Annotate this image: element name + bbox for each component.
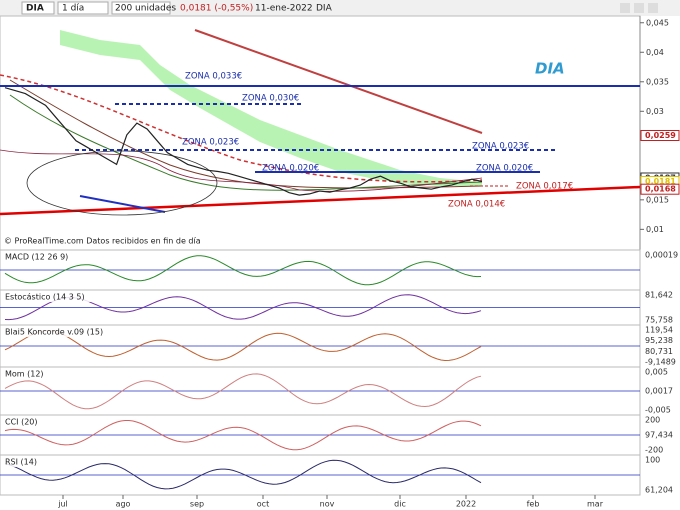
price-layer: 0,0450,040,0350,030,0150,010,02590,01870… — [4, 18, 680, 234]
chikou — [0, 149, 483, 192]
panel-value-label: -0,005 — [645, 406, 671, 415]
sma-120 — [9, 79, 483, 189]
price-tag-label: 0,0168 — [645, 185, 676, 194]
quote-symbol: DIA — [316, 4, 333, 14]
panel-label-box — [2, 252, 77, 262]
chart-title: DIA — [535, 60, 565, 78]
zone-label: ZONA 0,023€ — [182, 138, 239, 148]
panel-value-label: 119,54 — [645, 326, 673, 335]
copyright: © ProRealTime.com Datos recibidos en fin… — [4, 237, 201, 246]
x-tick-label: nov — [320, 500, 335, 509]
panel-value-label: 80,731 — [645, 347, 673, 356]
x-tick-label: jul — [57, 500, 68, 509]
panel-label: Estocástico (14 3 5) — [5, 293, 85, 302]
y-tick-label: 0,03 — [646, 107, 664, 116]
minimize[interactable] — [620, 3, 630, 13]
panel-label: CCI (20) — [5, 418, 38, 427]
x-tick-label: mar — [587, 500, 604, 509]
price-tag-label: 0,0181 — [645, 177, 676, 186]
panel-value-label: 75,758 — [645, 316, 673, 325]
zone-label: ZONA 0,014€ — [448, 200, 505, 210]
price-tag-label: 0,0259 — [645, 131, 676, 140]
y-tick-label: 0,04 — [646, 48, 664, 57]
x-tick-label: oct — [257, 500, 269, 509]
x-axis: jul ago sep oct nov dic 2022 feb mar — [57, 495, 604, 509]
panel-label-box — [2, 327, 123, 337]
panel-label: Blai5 Koncorde v.09 (15) — [5, 328, 103, 337]
interval-box[interactable] — [57, 1, 109, 15]
panel-value-label: 81,642 — [645, 291, 673, 300]
zone-label: ZONA 0,023€ — [472, 142, 529, 152]
panel-value-label: -9,1489 — [645, 358, 676, 367]
price-tag — [640, 183, 680, 195]
quote-date: 11-ene-2022 — [255, 4, 313, 14]
zone-label: ZONA 0,030€ — [242, 94, 299, 104]
x-tick-label: ago — [116, 500, 131, 509]
panel-value-label: 100 — [645, 456, 660, 465]
panel-value-label: 97,434 — [645, 431, 673, 440]
price-line — [4, 87, 483, 196]
close[interactable] — [648, 3, 658, 13]
panel-label-box — [2, 417, 49, 427]
panel-label-box — [2, 457, 49, 467]
panel-value-label: 95,238 — [645, 336, 673, 345]
panel-label: MACD (12 26 9) — [5, 253, 68, 262]
panel-value-label: -200 — [645, 446, 663, 455]
price-tag — [640, 129, 680, 141]
blue-trend — [79, 195, 166, 213]
x-tick-label: dic — [394, 500, 406, 509]
y-tick-label: 0,035 — [646, 77, 669, 86]
support-trend — [0, 185, 641, 216]
indicator-panels: MACD (12 26 9) 0,00019 Estocástico (14 3 5… — [0, 249, 678, 496]
y-tick-label: 0,01 — [646, 225, 664, 234]
quote: 0,0181 (-0,55%) — [180, 4, 253, 14]
zone-label: ZONA 0,017€ — [516, 182, 573, 192]
y-tick-label: 0,045 — [646, 18, 669, 27]
resistance-trend — [194, 29, 483, 134]
y-tick-label: 0,015 — [646, 195, 669, 204]
panel-label: RSI (14) — [5, 458, 37, 467]
indicator-line — [4, 373, 482, 410]
panel-value-label: 0,005 — [645, 368, 668, 377]
x-tick-label: 2022 — [456, 500, 476, 509]
zone-label: ZONA 0,020€ — [262, 164, 319, 174]
panel-label: Mom (12) — [5, 370, 44, 379]
zone-label: ZONA 0,020€ — [476, 164, 533, 174]
panel-value-label: 0,00019 — [645, 251, 678, 260]
x-tick-label: sep — [190, 500, 204, 509]
units-box[interactable] — [111, 1, 171, 15]
interval[interactable]: 1 día — [62, 4, 84, 14]
indicator-line — [4, 459, 482, 490]
symbol-box[interactable] — [21, 1, 55, 15]
units[interactable]: 200 unidades — [115, 4, 176, 14]
sma-200 — [0, 74, 483, 183]
indicator-line — [4, 330, 482, 362]
panel-value-label: 61,204 — [645, 486, 673, 495]
panel-label-box — [2, 369, 49, 379]
ichimoku-cloud — [60, 30, 482, 186]
indicator-line — [4, 420, 482, 451]
zone-label: ZONA 0,033€ — [185, 72, 242, 82]
indicator-line — [4, 255, 482, 286]
panel-value-label: 200 — [645, 416, 660, 425]
x-tick-label: feb — [527, 500, 540, 509]
panel-value-label: 0,0017 — [645, 387, 673, 396]
highlight-ellipse — [26, 150, 218, 216]
panel-label-box — [2, 292, 104, 302]
maximize[interactable] — [634, 3, 644, 13]
zones: ZONA 0,033€ ZONA 0,030€ ZONA 0,023€ ZONA 0,… — [182, 72, 573, 210]
symbol[interactable]: DIA — [26, 4, 44, 14]
